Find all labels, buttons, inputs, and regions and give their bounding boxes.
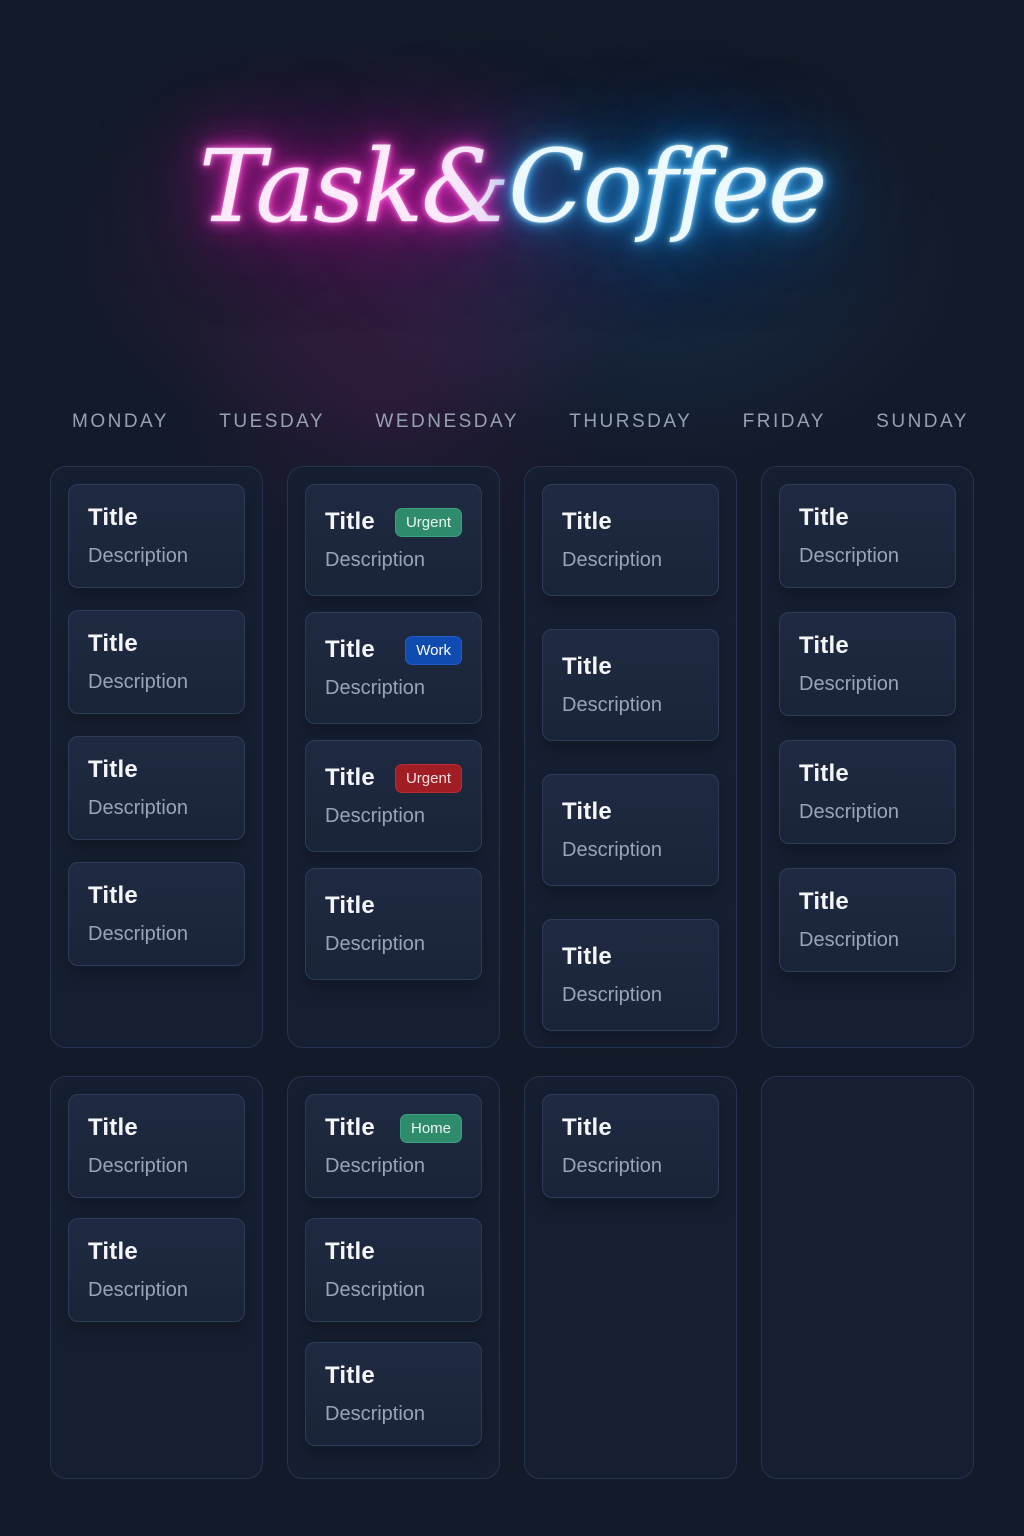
card-title: Title	[88, 1238, 138, 1265]
card-description: Description	[799, 673, 900, 695]
task-board: Title Description Title Description Titl…	[0, 466, 1024, 1479]
task-card[interactable]: Title Description	[68, 1218, 245, 1322]
board-column-r2c4-empty	[761, 1076, 974, 1479]
board-column-r1c2: Title Urgent Description Title Work Desc…	[287, 466, 500, 1048]
task-card[interactable]: Title Description	[779, 484, 956, 588]
card-title: Title	[88, 756, 138, 783]
task-card[interactable]: Title Urgent Description	[305, 740, 482, 852]
card-description: Description	[562, 1155, 663, 1177]
card-title: Title	[562, 653, 612, 680]
board-column-r2c2: Title Home Description Title Description…	[287, 1076, 500, 1479]
day-header-friday: FRIDAY	[742, 411, 826, 432]
card-description: Description	[88, 545, 189, 567]
day-header-monday: MONDAY	[72, 411, 169, 432]
task-card[interactable]: Title Description	[542, 629, 719, 741]
card-title: Title	[88, 630, 138, 657]
task-card[interactable]: Title Description	[305, 1218, 482, 1322]
card-title: Title	[562, 508, 612, 535]
card-title: Title	[799, 888, 849, 915]
task-card[interactable]: Title Description	[68, 1094, 245, 1198]
task-card[interactable]: Title Work Description	[305, 612, 482, 724]
card-title: Title	[88, 504, 138, 531]
day-header-tuesday: TUESDAY	[219, 411, 326, 432]
card-description: Description	[562, 839, 663, 861]
board-row-1: Title Description Title Description Titl…	[50, 466, 974, 1048]
board-column-r2c3: Title Description	[524, 1076, 737, 1479]
card-title: Title	[562, 1114, 612, 1141]
task-card[interactable]: Title Description	[542, 1094, 719, 1198]
card-title: Title	[325, 508, 375, 535]
board-column-r1c4: Title Description Title Description Titl…	[761, 466, 974, 1048]
app-title: Task&Coffee	[0, 112, 1024, 262]
task-card[interactable]: Title Description	[305, 1342, 482, 1446]
card-description: Description	[325, 677, 426, 699]
card-title: Title	[88, 1114, 138, 1141]
card-title: Title	[325, 636, 375, 663]
card-description: Description	[325, 1279, 426, 1301]
day-header-wednesday: WEDNESDAY	[375, 411, 519, 432]
board-column-r1c1: Title Description Title Description Titl…	[50, 466, 263, 1048]
card-title: Title	[325, 1238, 375, 1265]
task-card[interactable]: Title Description	[542, 774, 719, 886]
card-title: Title	[88, 882, 138, 909]
card-title: Title	[325, 1114, 375, 1141]
task-card[interactable]: Title Description	[779, 740, 956, 844]
task-card[interactable]: Title Urgent Description	[305, 484, 482, 596]
card-description: Description	[799, 545, 900, 567]
day-header-sunday: SUNDAY	[876, 411, 969, 432]
day-header-row: MONDAY TUESDAY WEDNESDAY THURSDAY FRIDAY…	[72, 410, 969, 433]
card-description: Description	[325, 805, 426, 827]
board-row-2: Title Description Title Description Titl…	[50, 1076, 974, 1479]
board-column-r2c1: Title Description Title Description	[50, 1076, 263, 1479]
task-card[interactable]: Title Description	[542, 484, 719, 596]
app-title-coffee: Coffee	[508, 128, 827, 245]
card-title: Title	[325, 1362, 375, 1389]
card-description: Description	[325, 1403, 426, 1425]
card-description: Description	[799, 929, 900, 951]
task-card[interactable]: Title Description	[68, 862, 245, 966]
card-description: Description	[799, 801, 900, 823]
card-title: Title	[562, 798, 612, 825]
task-card[interactable]: Title Description	[305, 868, 482, 980]
card-description: Description	[325, 933, 426, 955]
task-card[interactable]: Title Description	[68, 610, 245, 714]
card-description: Description	[88, 797, 189, 819]
card-description: Description	[562, 694, 663, 716]
task-card[interactable]: Title Description	[68, 484, 245, 588]
card-description: Description	[562, 549, 663, 571]
card-description: Description	[88, 923, 189, 945]
card-description: Description	[88, 1279, 189, 1301]
app-title-task: Task&	[198, 128, 510, 245]
card-title: Title	[799, 632, 849, 659]
work-badge: Work	[405, 635, 462, 665]
card-description: Description	[88, 1155, 189, 1177]
task-card[interactable]: Title Description	[542, 919, 719, 1031]
card-description: Description	[562, 984, 663, 1006]
card-title: Title	[799, 760, 849, 787]
card-description: Description	[325, 1155, 426, 1177]
task-card[interactable]: Title Description	[779, 868, 956, 972]
card-title: Title	[562, 943, 612, 970]
card-title: Title	[325, 892, 375, 919]
board-column-r1c3: Title Description Title Description Titl…	[524, 466, 737, 1048]
task-card[interactable]: Title Description	[68, 736, 245, 840]
home-badge: Home	[399, 1113, 462, 1143]
day-header-thursday: THURSDAY	[569, 411, 693, 432]
card-description: Description	[88, 671, 189, 693]
urgent-badge: Urgent	[394, 763, 462, 793]
task-card[interactable]: Title Home Description	[305, 1094, 482, 1198]
urgent-badge: Urgent	[394, 507, 462, 537]
card-title: Title	[325, 764, 375, 791]
task-card[interactable]: Title Description	[779, 612, 956, 716]
card-title: Title	[799, 504, 849, 531]
card-description: Description	[325, 549, 426, 571]
